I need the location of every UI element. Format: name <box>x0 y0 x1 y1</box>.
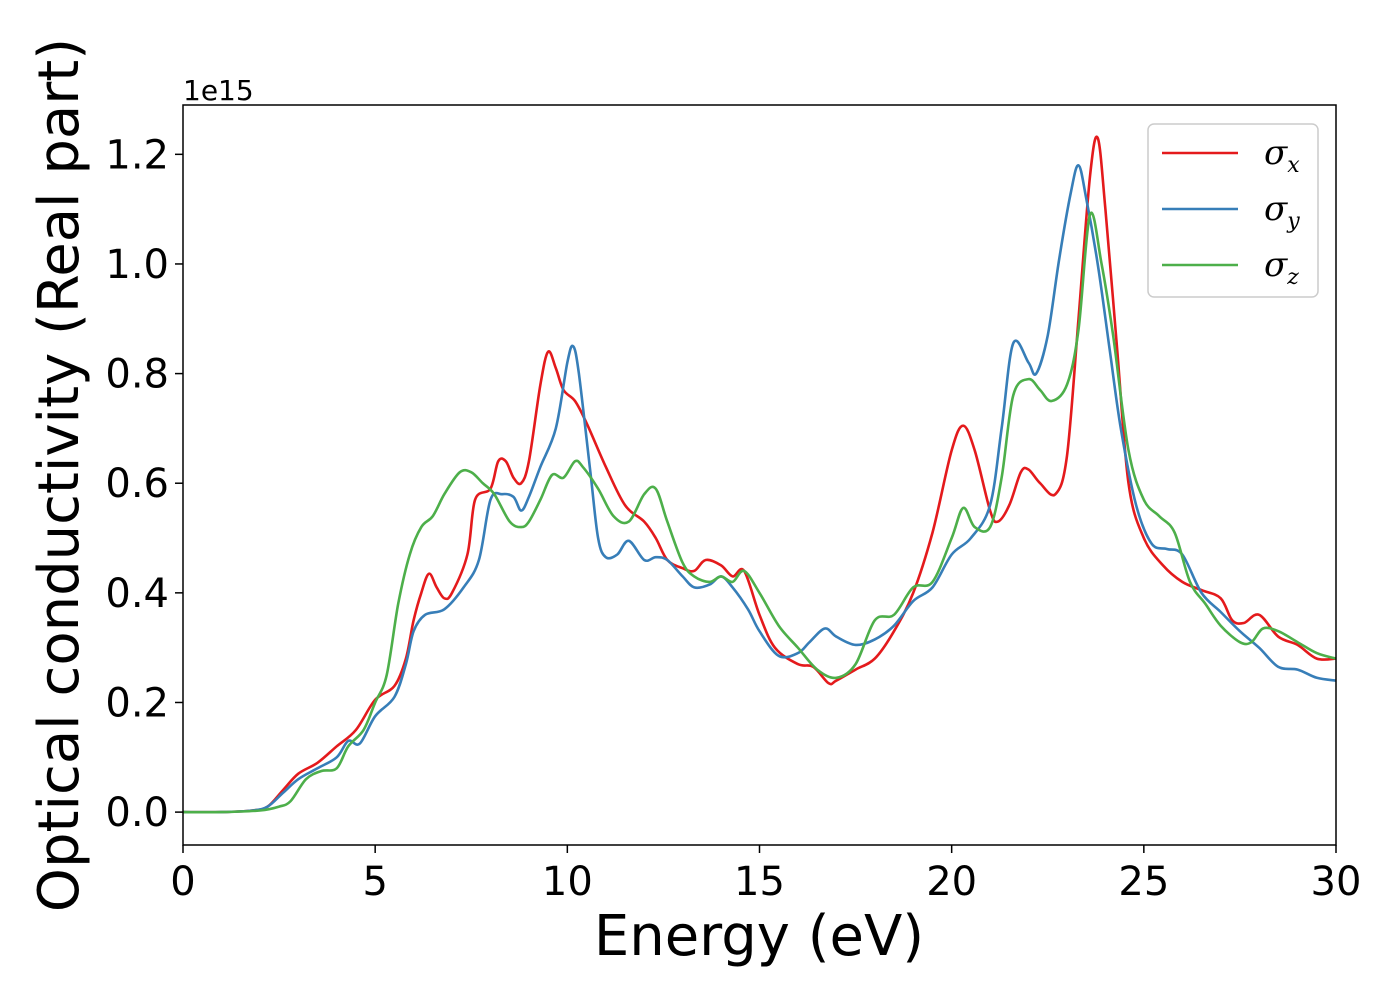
y-offset-label: 1e15 <box>183 74 254 107</box>
series-line-z <box>182 211 1337 814</box>
legend-box <box>1147 123 1319 298</box>
y-tick-label: 1.2 <box>105 132 169 178</box>
y-tick-label: 0.8 <box>105 352 169 398</box>
plot-background <box>183 105 1336 845</box>
y-axis-ticks: 0.0 0.2 0.4 0.6 0.8 1.0 1.2 <box>105 132 183 836</box>
x-tick-label: 0 <box>170 859 195 905</box>
y-tick-label: 0.4 <box>105 571 169 617</box>
y-axis-label: Optical conductivity (Real part) <box>27 38 92 912</box>
x-tick-label: 10 <box>542 859 593 905</box>
y-tick-label: 1.0 <box>105 242 169 288</box>
x-tick-label: 25 <box>1118 859 1169 905</box>
x-axis-ticks: 0 5 10 15 20 25 30 <box>170 845 1361 905</box>
x-tick-label: 20 <box>926 859 977 905</box>
x-tick-label: 30 <box>1311 859 1362 905</box>
x-tick-label: 5 <box>362 859 387 905</box>
series-line-y <box>182 164 1337 814</box>
y-tick-label: 0.2 <box>105 680 169 726</box>
y-tick-label: 0.6 <box>105 461 169 507</box>
x-tick-label: 15 <box>734 859 785 905</box>
series-layer <box>182 135 1337 814</box>
y-tick-label: 0.0 <box>105 790 169 836</box>
x-axis-label: Energy (eV) <box>594 904 924 969</box>
